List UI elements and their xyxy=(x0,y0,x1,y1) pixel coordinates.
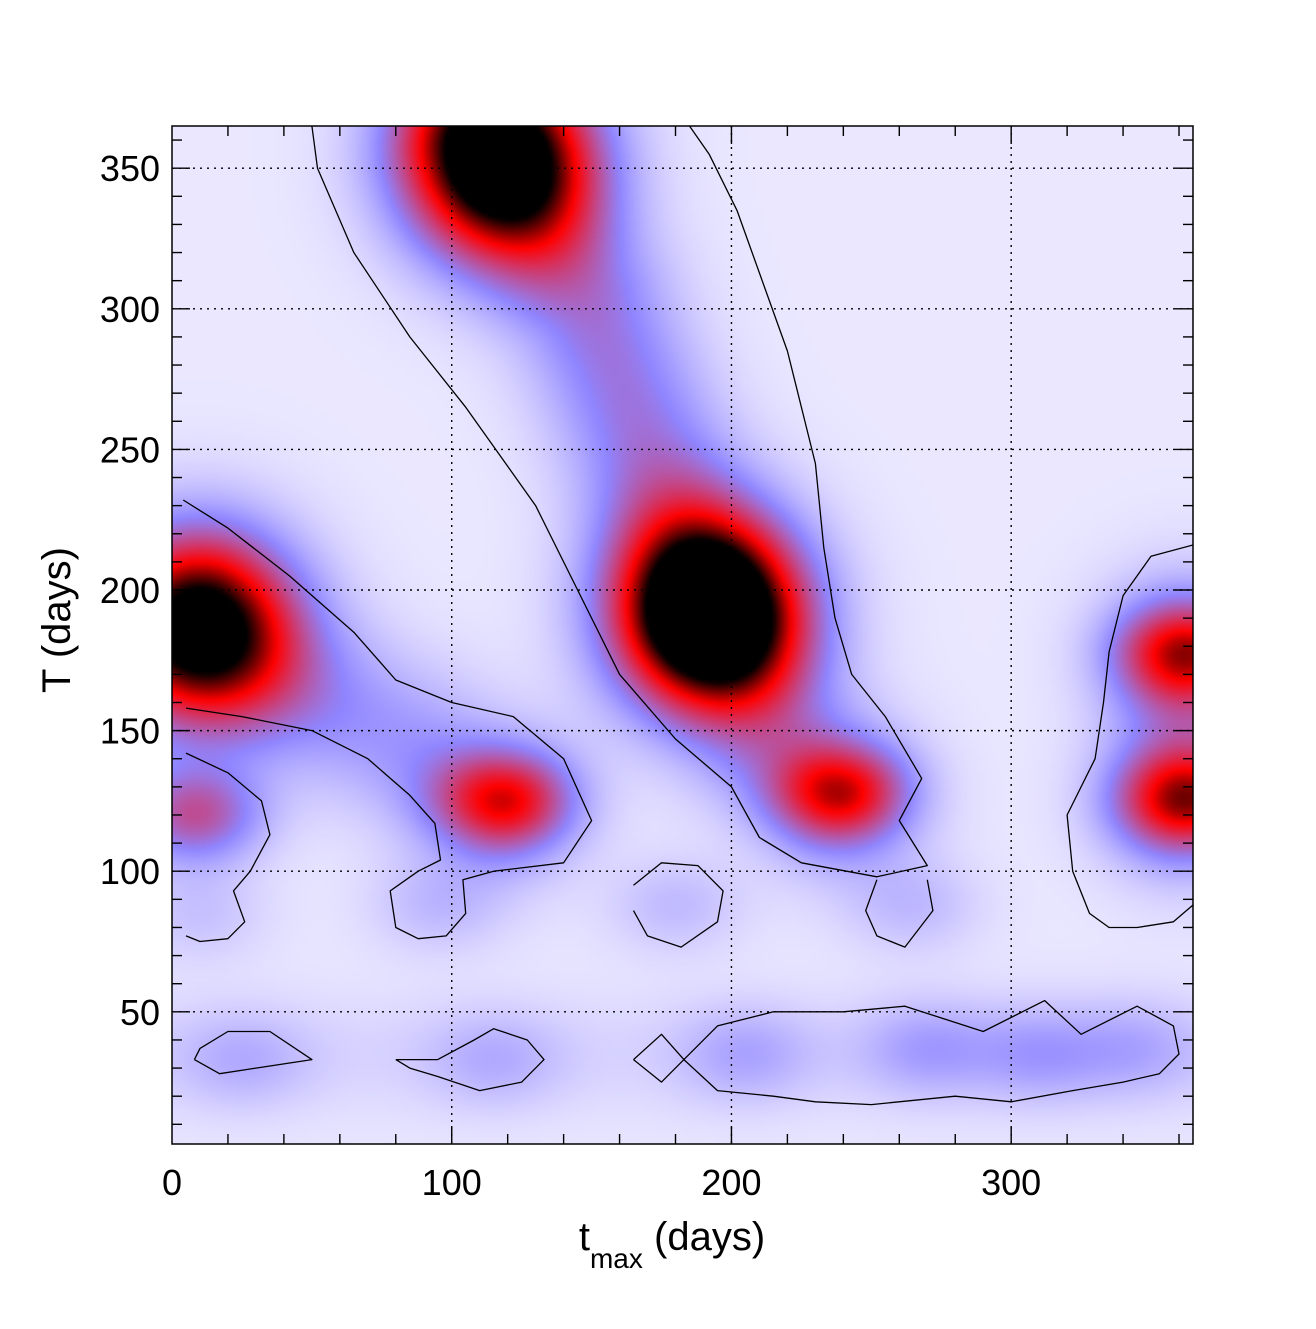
y-tick-label-250: 250 xyxy=(100,429,160,470)
x-tick-labels: 0 100 200 300 xyxy=(162,1162,1041,1203)
y-tick-label-50: 50 xyxy=(120,992,160,1033)
y-axis-label: T (days) xyxy=(35,547,79,693)
contour-line xyxy=(1066,544,1193,929)
contour-line xyxy=(182,499,593,940)
contour-line xyxy=(185,752,271,943)
y-tick-label-100: 100 xyxy=(100,851,160,892)
x-tick-label-300: 300 xyxy=(981,1162,1041,1203)
y-tick-label-350: 350 xyxy=(100,148,160,189)
y-tick-label-300: 300 xyxy=(100,289,160,330)
x-axis-label-main: t xyxy=(579,1215,590,1259)
x-axis-label-subscript: max xyxy=(590,1243,643,1274)
contour-line xyxy=(683,999,1180,1106)
heatmap-field xyxy=(172,126,1193,1144)
y-tick-labels: 50 100 150 200 250 300 350 xyxy=(100,148,160,1033)
y-tick-label-150: 150 xyxy=(100,711,160,752)
contour-line xyxy=(193,1030,313,1075)
contour-line xyxy=(311,126,928,878)
contour-lines xyxy=(182,126,1193,1106)
grid-lines xyxy=(172,126,1193,1144)
x-tick-label-100: 100 xyxy=(422,1162,482,1203)
axis-ticks xyxy=(172,126,1193,1144)
x-tick-label-0: 0 xyxy=(162,1162,182,1203)
x-tick-label-200: 200 xyxy=(701,1162,761,1203)
contour-line xyxy=(865,879,934,948)
x-axis-label-unit: (days) xyxy=(643,1215,765,1259)
contour-line xyxy=(395,1028,545,1092)
y-tick-label-200: 200 xyxy=(100,570,160,611)
contour-line xyxy=(632,862,724,948)
plot-frame xyxy=(171,125,1194,1145)
x-axis-label: tmax (days) xyxy=(579,1215,765,1274)
